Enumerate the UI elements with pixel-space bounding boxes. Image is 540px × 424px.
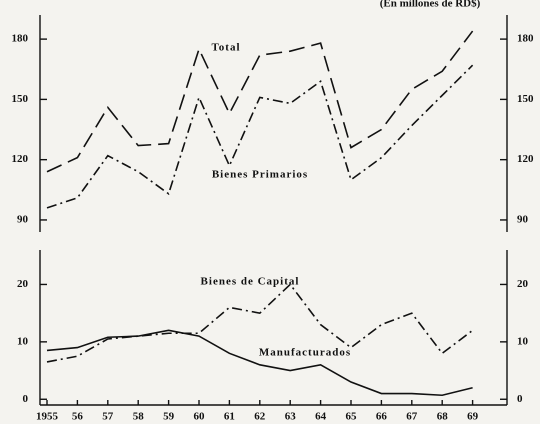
y2-tick-label: 120 <box>517 153 534 165</box>
series-label: Bienes de Capital <box>201 276 300 288</box>
x-tick-label: 59 <box>163 411 175 423</box>
x-tick-label: 65 <box>346 411 358 423</box>
y2-tick-label: 20 <box>517 278 529 290</box>
x-tick-label: 62 <box>254 411 266 423</box>
x-tick-label: 58 <box>133 411 145 423</box>
y-tick-label: 90 <box>17 213 29 225</box>
y2-tick-label: 10 <box>517 335 529 347</box>
x-tick-label: 67 <box>406 411 418 423</box>
series-label: Total <box>211 42 240 54</box>
y-tick-label: 150 <box>12 93 29 105</box>
x-tick-label: 63 <box>285 411 297 423</box>
x-tick-label: 64 <box>315 411 327 423</box>
x-tick-label: 66 <box>376 411 388 423</box>
series-line <box>46 329 473 397</box>
y2-tick-label: 150 <box>517 93 534 105</box>
x-tick-label: 68 <box>437 411 449 423</box>
series-line <box>46 283 474 363</box>
series-label: Manufacturados <box>259 347 351 359</box>
y-tick-label: 0 <box>23 393 29 405</box>
series-label: Bienes Primarios <box>212 169 308 181</box>
x-tick-label: 1955 <box>36 411 59 423</box>
series-line <box>46 30 474 173</box>
y2-tick-label: 90 <box>517 213 529 225</box>
x-tick-label: 56 <box>72 411 84 423</box>
x-tick-label: 69 <box>467 411 479 423</box>
y2-tick-label: 0 <box>517 393 523 405</box>
y2-tick-label: 180 <box>517 33 534 45</box>
chart-subtitle: (En millones de RD$) <box>380 0 481 10</box>
y-tick-label: 20 <box>17 278 29 290</box>
x-tick-label: 60 <box>194 411 206 423</box>
y-tick-label: 10 <box>17 335 29 347</box>
series-line <box>46 64 474 209</box>
y-tick-label: 120 <box>12 153 29 165</box>
x-tick-label: 61 <box>224 411 235 423</box>
y-tick-label: 180 <box>12 33 29 45</box>
x-tick-label: 57 <box>102 411 114 423</box>
